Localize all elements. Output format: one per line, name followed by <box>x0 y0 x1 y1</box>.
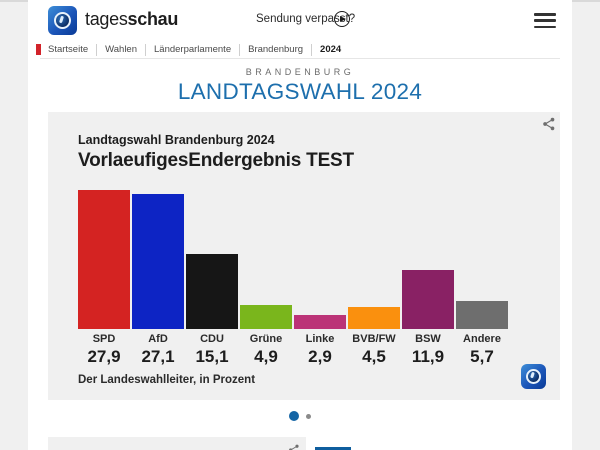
share-icon[interactable] <box>542 117 556 131</box>
party-label-Linke: Linke <box>305 333 335 345</box>
breadcrumb-accent-bar <box>36 44 41 55</box>
page-title: LANDTAGSWAHL 2024 <box>177 79 423 104</box>
breadcrumb-item-2024[interactable]: 2024 <box>320 44 342 55</box>
brand-regular: tages <box>85 9 128 29</box>
party-value-Grüne: 4,9 <box>254 347 278 366</box>
carousel-dot-1[interactable] <box>289 411 299 421</box>
bar-Andere <box>456 300 508 329</box>
party-value-BVB/FW: 4,5 <box>362 347 386 366</box>
bar-SPD <box>78 189 130 329</box>
tagesschau-watermark-icon <box>521 364 546 389</box>
party-value-SPD: 27,9 <box>87 347 121 366</box>
bar-Linke <box>294 314 346 329</box>
breadcrumb-item-startseite[interactable]: Startseite <box>48 44 89 55</box>
carousel-dots <box>28 411 572 421</box>
bar-Grüne <box>240 304 292 329</box>
bar-column-BSW: BSW 11,9 <box>402 187 454 367</box>
bar-column-SPD: SPD 27,9 <box>78 187 130 367</box>
bar-BSW <box>402 269 454 329</box>
party-label-AfD: AfD <box>148 333 168 345</box>
party-label-Andere: Andere <box>463 333 501 345</box>
globe-icon <box>54 12 71 29</box>
party-value-AfD: 27,1 <box>141 347 175 366</box>
carousel-dot-2[interactable] <box>306 413 311 419</box>
breadcrumb-separator <box>239 43 241 56</box>
bar-AfD <box>132 193 184 329</box>
bar-chart: SPD 27,9 AfD 27,1 CDU 15,1 Grüne 4,9 Linke 2,9 BVB… <box>78 187 508 367</box>
party-value-CDU: 15,1 <box>195 347 229 366</box>
hamburger-icon[interactable] <box>534 13 556 28</box>
party-value-Andere: 5,7 <box>470 347 494 366</box>
breadcrumb-item-wahlen[interactable]: Wahlen <box>105 44 137 55</box>
brand-bold: schau <box>127 9 179 29</box>
brand-wordmark[interactable]: tagesschau <box>85 9 178 30</box>
breadcrumb: Startseite Wahlen Länderparlamente Brand… <box>48 42 341 57</box>
party-value-BSW: 11,9 <box>411 347 445 366</box>
breadcrumb-divider <box>40 58 560 59</box>
chart-title: VorlaeufigesEndergebnis TEST <box>78 150 354 171</box>
bar-column-Linke: Linke 2,9 <box>294 187 346 367</box>
share-icon[interactable] <box>288 444 300 450</box>
bar-column-AfD: AfD 27,1 <box>132 187 184 367</box>
globe-icon <box>526 369 541 384</box>
play-icon[interactable] <box>334 11 350 27</box>
bar-column-Andere: Andere 5,7 <box>456 187 508 367</box>
bar-BVB/FW <box>348 306 400 329</box>
party-label-BSW: BSW <box>415 333 441 345</box>
breadcrumb-separator <box>96 43 98 56</box>
page-column: tagesschau Sendung verpasst? Startseite … <box>28 0 572 450</box>
breadcrumb-separator <box>311 43 313 56</box>
bar-CDU <box>186 253 238 329</box>
party-label-Grüne: Grüne <box>249 333 283 345</box>
sendung-verpasst-link[interactable]: Sendung verpasst? <box>256 13 356 25</box>
breadcrumb-item-brandenburg[interactable]: Brandenburg <box>248 44 304 55</box>
party-label-BVB/FW: BVB/FW <box>352 333 396 345</box>
chart-source: Der Landeswahlleiter, in Prozent <box>78 374 256 386</box>
bar-column-CDU: CDU 15,1 <box>186 187 238 367</box>
election-chart-card: Landtagswahl Brandenburg 2024 Vorlaeufig… <box>48 112 560 400</box>
party-label-SPD: SPD <box>92 333 116 345</box>
breadcrumb-item-laenderparlamente[interactable]: Länderparlamente <box>154 44 232 55</box>
bar-column-BVB/FW: BVB/FW 4,5 <box>348 187 400 367</box>
next-widget-blue-bar <box>315 447 351 450</box>
party-label-CDU: CDU <box>200 333 224 345</box>
tagesschau-globe-icon[interactable] <box>48 6 77 35</box>
breadcrumb-separator <box>145 43 146 56</box>
bar-column-Grüne: Grüne 4,9 <box>240 187 292 367</box>
party-value-Linke: 2,9 <box>308 347 332 366</box>
chart-subtitle: Landtagswahl Brandenburg 2024 <box>78 133 275 147</box>
hero-kicker: BRANDENBURG <box>245 67 355 77</box>
next-widget-card <box>48 437 306 450</box>
